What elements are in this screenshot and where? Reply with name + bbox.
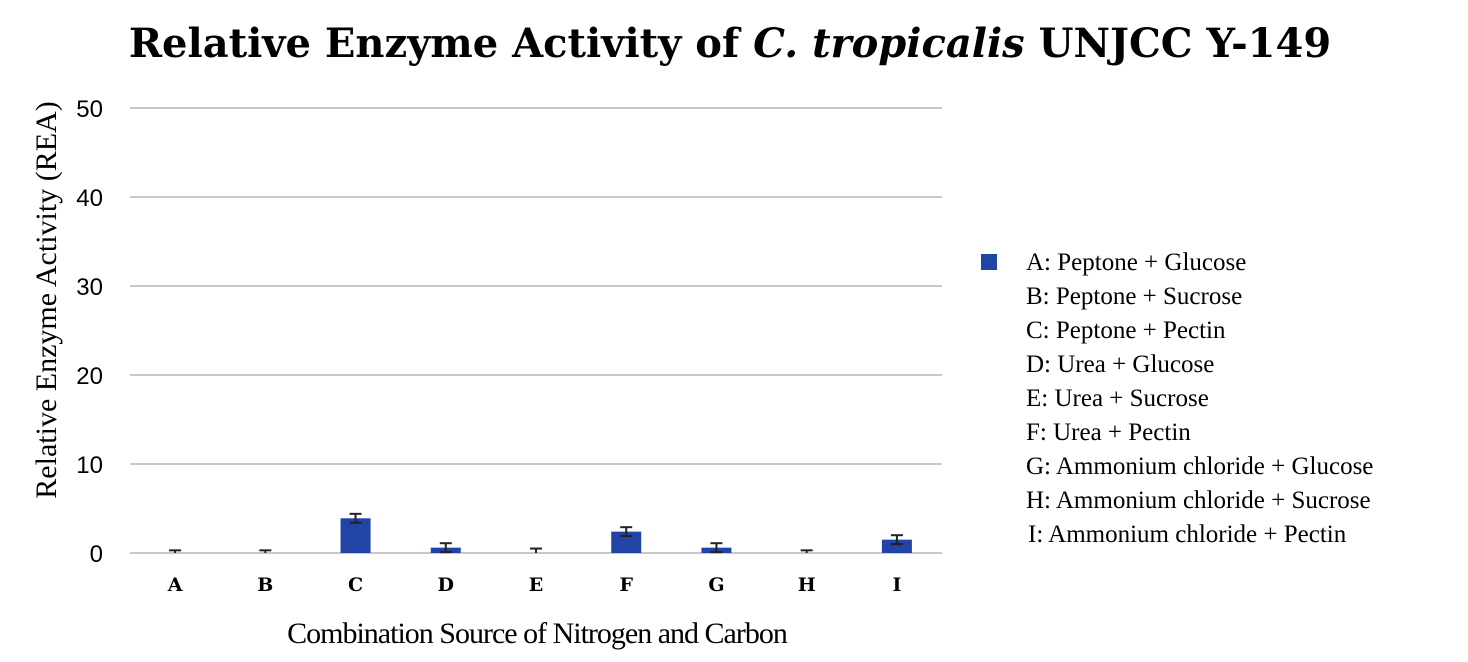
legend-entry: D: Urea + Glucose xyxy=(1026,351,1214,378)
legend-entry: A: Peptone + Glucose xyxy=(1026,249,1246,276)
x-axis-label: Combination Source of Nitrogen and Carbo… xyxy=(287,617,788,650)
bars xyxy=(169,512,912,554)
x-tick-label: I xyxy=(892,574,901,596)
legend-entry: E: Urea + Sucrose xyxy=(1026,385,1209,412)
x-tick-label: F xyxy=(619,574,633,596)
x-tick-label: G xyxy=(708,574,724,596)
y-tick-label: 10 xyxy=(76,452,103,479)
x-tick-label: H xyxy=(798,574,816,596)
bar xyxy=(611,531,642,553)
legend-entry: G: Ammonium chloride + Glucose xyxy=(1026,453,1373,480)
y-axis-label: Relative Enzyme Activity (REA) xyxy=(30,101,63,498)
bar xyxy=(340,518,371,553)
y-axis-ticks: 0 10 20 30 40 50 xyxy=(76,96,103,568)
legend-entry: B: Peptone + Sucrose xyxy=(1026,283,1242,310)
x-axis-ticks: A B C D E F G H I xyxy=(167,574,902,596)
legend-entry: F: Urea + Pectin xyxy=(1026,419,1191,446)
legend-entry: I: Ammonium chloride + Pectin xyxy=(1028,521,1347,548)
y-tick-label: 20 xyxy=(76,363,103,390)
legend-entry: H: Ammonium chloride + Sucrose xyxy=(1026,487,1371,514)
title-part: UNJCC Y-149 xyxy=(1025,20,1332,67)
bar xyxy=(881,539,912,553)
title-part: C. tropicalis xyxy=(753,20,1025,67)
x-tick-label: C xyxy=(348,574,363,596)
chart-title: Relative Enzyme Activity of C. tropicali… xyxy=(129,20,1331,67)
gridlines xyxy=(130,107,942,554)
x-tick-label: E xyxy=(529,574,543,596)
title-part: Relative Enzyme Activity of xyxy=(129,20,753,67)
legend-swatch xyxy=(981,254,997,270)
y-tick-label: 50 xyxy=(76,96,103,123)
x-tick-label: B xyxy=(257,574,273,596)
y-tick-label: 30 xyxy=(76,274,103,301)
x-tick-label: D xyxy=(438,574,454,596)
y-tick-label: 0 xyxy=(90,541,103,568)
x-tick-label: A xyxy=(167,574,183,596)
y-tick-label: 40 xyxy=(76,185,103,212)
legend: A: Peptone + Glucose B: Peptone + Sucrose… xyxy=(981,249,1373,548)
legend-entry: C: Peptone + Pectin xyxy=(1026,317,1226,344)
